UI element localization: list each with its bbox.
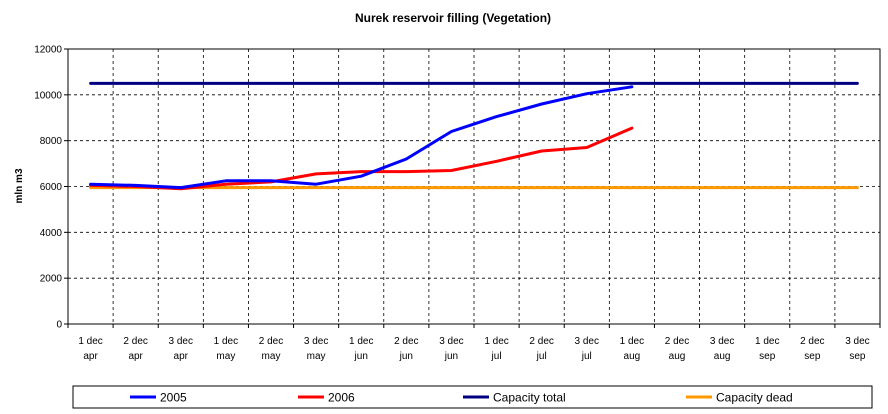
series-line-2005 xyxy=(89,85,634,190)
x-tick-label: 3 dec xyxy=(304,336,328,347)
y-tick-label: 12000 xyxy=(34,45,62,56)
x-tick-label: may xyxy=(216,351,235,362)
y-tick-label: 2000 xyxy=(40,274,63,285)
x-tick-label: 1 dec xyxy=(755,336,779,347)
x-tick-label: may xyxy=(307,351,326,362)
x-tick-label: aug xyxy=(624,351,641,362)
legend-label-capacity-dead: Capacity dead xyxy=(716,391,793,405)
x-tick-label: 1 dec xyxy=(484,336,508,347)
x-tick-label: 1 dec xyxy=(78,336,102,347)
x-tick-label: apr xyxy=(174,351,189,362)
x-tick-label: apr xyxy=(128,351,143,362)
x-tick-label: 2 dec xyxy=(665,336,689,347)
x-tick-label: sep xyxy=(804,351,821,362)
x-tick-label: 2 dec xyxy=(394,336,418,347)
y-tick-label: 10000 xyxy=(34,90,62,101)
y-axis-label: mln m3 xyxy=(14,168,25,203)
x-tick-label: jun xyxy=(354,351,368,362)
plot-area: 0 2000 4000 6000 8000 10000 12000 1 dec apr 2 dec… xyxy=(34,45,881,362)
y-tick-label: 6000 xyxy=(40,182,63,193)
x-tick-label: 1 dec xyxy=(620,336,644,347)
x-tick-label: sep xyxy=(759,351,776,362)
x-tick-label: jul xyxy=(491,351,502,362)
x-tick-label: 1 dec xyxy=(349,336,373,347)
y-tick-label: 8000 xyxy=(40,136,63,147)
x-tick-label: 2 dec xyxy=(800,336,824,347)
x-tick-label: 2 dec xyxy=(123,336,147,347)
legend-label-2005: 2005 xyxy=(160,391,187,405)
chart-title: Nurek reservoir filling (Vegetation) xyxy=(355,11,551,25)
x-tick-label: aug xyxy=(714,351,731,362)
y-tick-label: 0 xyxy=(56,320,62,331)
x-tick-label: 3 dec xyxy=(575,336,599,347)
x-tick-label: 3 dec xyxy=(845,336,869,347)
legend-label-2006: 2006 xyxy=(328,391,355,405)
legend-label-capacity-total: Capacity total xyxy=(493,391,566,405)
x-tick-label: jul xyxy=(536,351,547,362)
x-tick-label: 3 dec xyxy=(710,336,734,347)
x-tick-label: jun xyxy=(399,351,413,362)
x-tick-label: 3 dec xyxy=(439,336,463,347)
x-tick-label: sep xyxy=(849,351,866,362)
x-tick-label: jul xyxy=(581,351,592,362)
x-tick-label: jun xyxy=(444,351,458,362)
x-tick-label: apr xyxy=(83,351,98,362)
x-tick-label: 3 dec xyxy=(169,336,193,347)
x-tick-label: 1 dec xyxy=(214,336,238,347)
x-tick-label: aug xyxy=(669,351,686,362)
x-tick-label: 2 dec xyxy=(529,336,553,347)
y-tick-label: 4000 xyxy=(40,228,63,239)
x-tick-label: may xyxy=(262,351,281,362)
x-tick-label: 2 dec xyxy=(259,336,283,347)
legend: 2005 2006 Capacity total Capacity dead xyxy=(72,385,873,409)
